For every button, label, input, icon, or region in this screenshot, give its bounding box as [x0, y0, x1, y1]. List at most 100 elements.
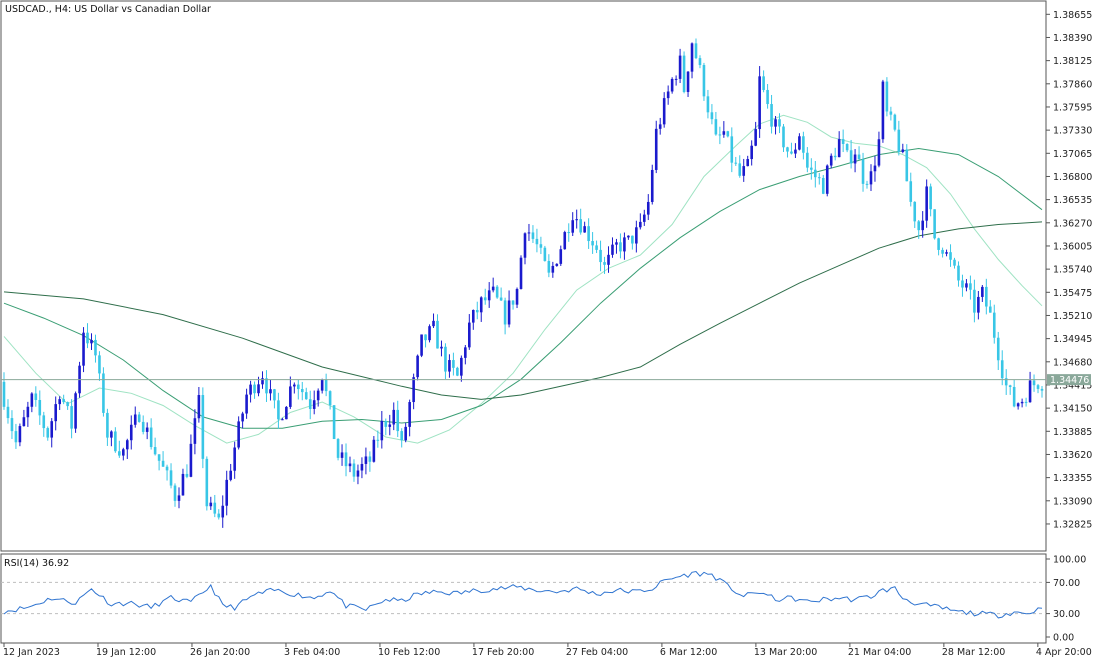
candle	[905, 144, 909, 182]
candle	[690, 42, 694, 79]
candle	[388, 414, 392, 436]
candle-body	[762, 76, 765, 90]
candle-body	[285, 406, 288, 420]
candle-body	[420, 334, 423, 356]
candle	[217, 509, 221, 520]
price-tick-label: 1.33355	[1053, 473, 1092, 484]
candle-body	[468, 322, 471, 348]
candle	[543, 245, 547, 262]
price-tick-label: 1.36270	[1053, 218, 1092, 229]
candle	[829, 153, 833, 169]
candle	[424, 334, 427, 348]
candle-body	[686, 71, 690, 92]
rsi-axis[interactable]: 100.00 70.00 30.00 0.00	[1046, 555, 1086, 644]
candle	[408, 399, 411, 437]
candle-body	[575, 219, 578, 221]
candle	[575, 209, 578, 229]
price-tick-label: 1.34415	[1053, 380, 1092, 391]
candle	[428, 324, 431, 343]
candle-body	[452, 360, 455, 368]
time-tick-label: 27 Feb 04:00	[566, 647, 628, 658]
candle-body	[885, 81, 889, 112]
candle-body	[205, 458, 209, 507]
candle	[304, 387, 308, 400]
candle	[587, 218, 590, 249]
candle-body	[348, 463, 352, 467]
candle-body	[213, 502, 217, 514]
candle	[74, 391, 77, 433]
candle	[646, 194, 650, 221]
candle	[706, 89, 710, 119]
price-tick-label: 1.38125	[1053, 56, 1092, 67]
candle-body	[642, 214, 646, 222]
candle-body	[74, 393, 77, 429]
time-axis[interactable]: 12 Jan 2023 19 Jan 12:00 26 Jan 20:00 3 Feb…	[3, 643, 1092, 658]
rsi-levels	[1, 581, 1046, 615]
candle-body	[925, 186, 928, 221]
candle	[849, 139, 853, 169]
candle-body	[122, 449, 125, 456]
candle-body	[977, 296, 980, 313]
candle-body	[754, 129, 757, 146]
candle-body	[54, 404, 58, 422]
candle	[766, 84, 769, 109]
candle-body	[658, 124, 662, 129]
rsi-tick-label: 100.00	[1053, 555, 1086, 566]
candle-body	[1040, 388, 1044, 391]
candle-body	[245, 394, 248, 414]
candle	[129, 415, 133, 450]
price-tick-label: 1.34945	[1053, 334, 1092, 345]
candle	[221, 495, 225, 528]
candle-body	[829, 155, 833, 166]
price-axis[interactable]: 1.38655 1.38390 1.38125 1.37860 1.37595 1.373…	[1046, 10, 1092, 531]
candle-body	[26, 406, 30, 418]
candle-body	[18, 426, 22, 443]
candle-body	[189, 443, 193, 477]
candle-body	[849, 150, 853, 164]
candle	[289, 376, 292, 409]
candle-body	[14, 431, 18, 443]
price-tick-label: 1.33620	[1053, 450, 1092, 461]
candle-body	[503, 300, 507, 325]
candle	[881, 79, 885, 143]
candle	[114, 427, 117, 453]
candle	[372, 436, 376, 463]
candle-body	[110, 431, 113, 438]
candle-body	[853, 154, 857, 164]
candle	[563, 230, 567, 250]
candle	[786, 146, 789, 158]
candle-body	[1016, 403, 1020, 407]
candle	[420, 334, 423, 358]
candle	[122, 447, 125, 461]
candle-body	[531, 232, 535, 239]
candle	[1040, 386, 1044, 398]
candle	[50, 418, 54, 448]
candle	[499, 287, 503, 302]
candle-body	[833, 155, 837, 158]
candle	[444, 343, 447, 380]
price-tick-label: 1.32825	[1053, 519, 1092, 530]
candle	[539, 236, 543, 255]
candle	[917, 219, 921, 239]
price-tick-label: 1.34680	[1053, 357, 1092, 368]
candle-body	[547, 260, 551, 273]
candle-body	[662, 98, 666, 125]
price-tick-label: 1.35210	[1053, 311, 1092, 322]
candle	[356, 464, 360, 485]
candle-body	[428, 326, 431, 341]
candle-body	[654, 128, 658, 170]
candle-body	[817, 177, 821, 179]
candle-body	[905, 149, 909, 182]
candle-body	[646, 201, 650, 215]
candle	[949, 244, 952, 267]
candle	[336, 438, 340, 461]
candle-body	[499, 297, 503, 301]
candle	[619, 233, 622, 259]
candle-body	[197, 395, 201, 419]
time-tick-label: 12 Jan 2023	[3, 647, 60, 658]
candle-body	[865, 183, 869, 185]
candle-body	[535, 238, 539, 245]
candle-body	[217, 513, 221, 518]
candle	[209, 496, 213, 510]
